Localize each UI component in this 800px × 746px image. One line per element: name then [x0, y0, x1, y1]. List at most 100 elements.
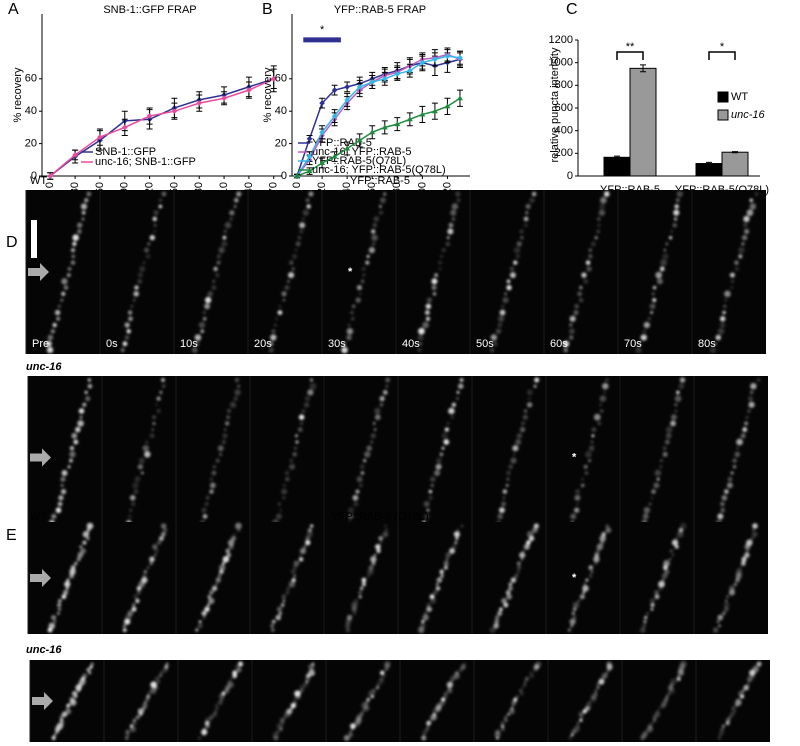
punctum [664, 439, 670, 445]
punctum [454, 541, 458, 545]
punctum [603, 191, 610, 197]
punctum [291, 578, 296, 583]
punctum [89, 665, 93, 669]
punctum [579, 718, 583, 722]
punctum [205, 723, 210, 729]
punctum [347, 323, 351, 327]
punctum [202, 311, 206, 315]
punctum [523, 409, 528, 413]
time-label: 0s [106, 338, 118, 350]
punctum [435, 463, 442, 470]
punctum [165, 662, 169, 666]
punctum [534, 377, 540, 383]
punctum [153, 548, 159, 554]
punctum [225, 421, 230, 426]
punctum [224, 221, 232, 229]
punctum [570, 733, 574, 737]
x-tick-label: 0 [44, 182, 56, 188]
punctum [341, 346, 348, 354]
punctum [508, 586, 513, 591]
punctum [373, 428, 377, 431]
punctum [449, 548, 456, 554]
punctum [744, 421, 749, 426]
punctum [720, 501, 725, 507]
point [196, 100, 203, 106]
punctum [583, 464, 588, 469]
point [344, 84, 350, 90]
punctum [519, 229, 524, 234]
punctum [446, 236, 450, 239]
punctum [120, 347, 125, 353]
punctum [233, 197, 239, 203]
punctum [60, 476, 66, 482]
punctum [531, 527, 538, 534]
punctum [214, 703, 219, 708]
punctum [292, 698, 296, 701]
neurite [343, 660, 391, 742]
punctum [582, 585, 589, 592]
punctum [585, 578, 589, 582]
panel-letter: C [566, 1, 578, 18]
punctum [344, 623, 351, 629]
punctum [441, 248, 446, 253]
punctum [512, 445, 519, 452]
punctum [356, 285, 363, 291]
punctum [66, 578, 70, 582]
punctum [127, 310, 133, 315]
punctum [55, 730, 59, 734]
punctum [384, 664, 390, 670]
punctum [590, 241, 596, 247]
punctum [443, 439, 450, 445]
error-bar [706, 161, 712, 166]
punctum [293, 560, 300, 567]
punctum [435, 586, 441, 591]
punctum [572, 607, 577, 612]
punctum [734, 703, 739, 708]
punctum [234, 389, 241, 396]
punctum [739, 566, 742, 569]
punctum [506, 477, 510, 481]
punctum [665, 242, 669, 246]
point [306, 153, 313, 160]
neurite [47, 378, 93, 539]
punctum [446, 421, 450, 426]
punctum [133, 594, 139, 600]
error-bar [732, 151, 738, 154]
punctum [131, 606, 137, 612]
point [319, 160, 326, 166]
punctum [652, 714, 658, 720]
punctum [202, 733, 206, 737]
punctum [305, 539, 311, 546]
punctum [232, 673, 238, 679]
punctum [289, 458, 294, 463]
punctum [417, 626, 425, 634]
neurite [122, 523, 168, 632]
punctum [529, 197, 535, 204]
punctum [527, 397, 531, 401]
punctum [153, 223, 157, 227]
punctum [675, 198, 680, 203]
punctum [588, 565, 594, 570]
significance-bracket [708, 51, 736, 60]
punctum [366, 574, 370, 578]
punctum [162, 667, 168, 673]
punctum [222, 555, 230, 563]
punctum [654, 469, 662, 477]
punctum [151, 428, 155, 431]
punctum [56, 316, 61, 321]
punctum [580, 483, 585, 488]
punctum [216, 254, 222, 259]
punctum [717, 614, 724, 621]
punctum [160, 523, 167, 529]
punctum [215, 706, 219, 711]
punctum [86, 667, 91, 673]
punctum [489, 626, 496, 634]
punctum [122, 628, 127, 632]
punctum [346, 334, 352, 341]
punctum [160, 531, 166, 537]
punctum [133, 291, 139, 297]
punctum [583, 582, 587, 586]
punctum [500, 721, 505, 726]
punctum [153, 210, 159, 216]
punctum [528, 535, 535, 542]
